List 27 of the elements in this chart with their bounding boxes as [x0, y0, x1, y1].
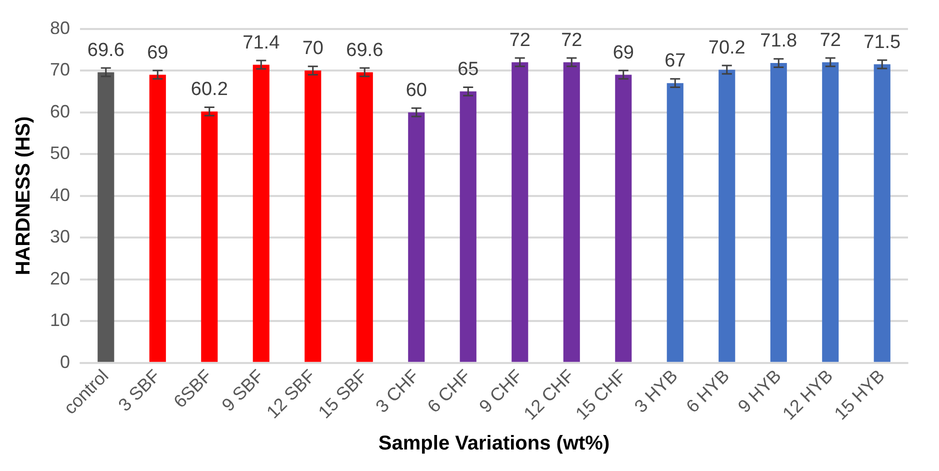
- x-axis-title: Sample Variations (wt%): [378, 432, 610, 455]
- y-tick-label: 50: [50, 143, 70, 164]
- y-axis-title: HARDNESS (HS): [12, 116, 35, 276]
- data-label: 70: [302, 38, 324, 60]
- data-label: 69: [147, 42, 168, 64]
- data-label: 69: [612, 42, 634, 64]
- y-tick-label: 80: [50, 18, 70, 38]
- data-label: 71.5: [864, 32, 901, 53]
- data-label: 69.6: [346, 40, 384, 61]
- data-label: 60: [406, 80, 427, 101]
- y-tick-label: 20: [50, 268, 70, 288]
- y-tick-label: 60: [50, 101, 70, 122]
- y-tick-label: 40: [50, 184, 70, 205]
- y-tick-label: 70: [50, 60, 70, 80]
- data-label: 69.6: [87, 40, 124, 61]
- data-label: 67: [664, 50, 686, 72]
- data-label: 60.2: [190, 79, 228, 100]
- data-label: 71.4: [242, 32, 280, 54]
- data-label: 72: [561, 30, 582, 51]
- data-label: 70.2: [708, 37, 746, 58]
- y-tick-label: 30: [50, 226, 70, 247]
- data-label: 72: [820, 30, 841, 51]
- data-label: 65: [458, 58, 479, 80]
- data-label: 72: [509, 30, 530, 51]
- y-tick-label: 10: [50, 310, 70, 330]
- data-label: 71.8: [760, 30, 798, 52]
- y-tick-label: 0: [60, 352, 70, 372]
